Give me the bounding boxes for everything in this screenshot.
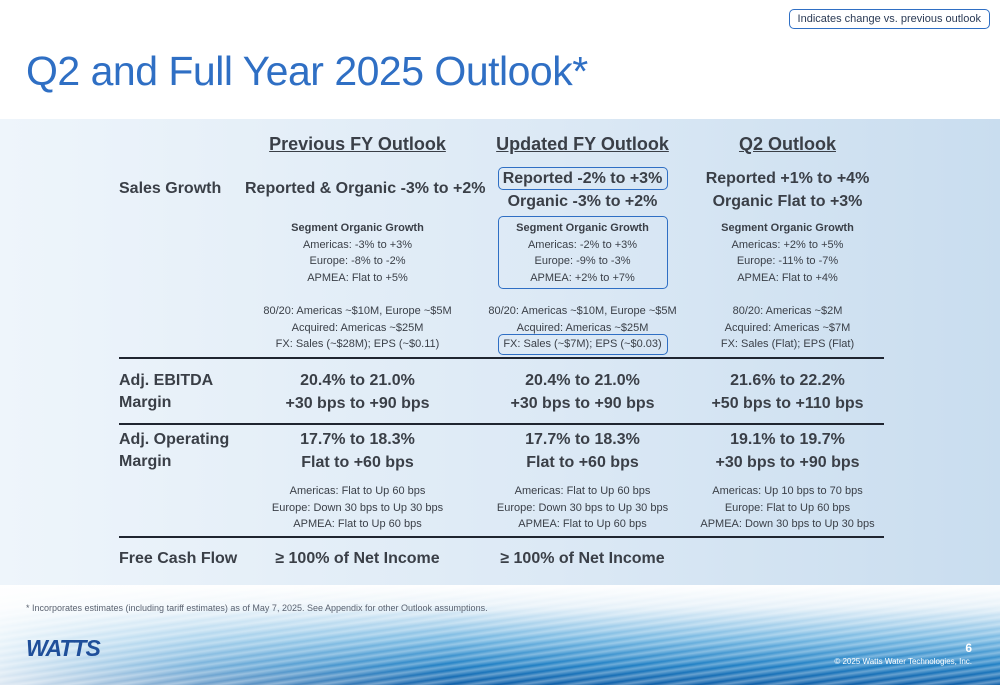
opdetail-previous: Americas: Flat to Up 60 bps Europe: Down… <box>245 483 470 533</box>
operating-range: 19.1% to 19.7% <box>730 431 845 448</box>
other-updated: 80/20: Americas ~$10M, Europe ~$5M Acqui… <box>470 303 695 353</box>
opdetail-line: APMEA: Flat to Up 60 bps <box>518 518 647 530</box>
segment-line: Americas: -3% to +3% <box>302 238 413 251</box>
operating-updated: 17.7% to 18.3% Flat to +60 bps <box>470 428 695 474</box>
row-divider <box>119 536 884 538</box>
operating-bps: Flat to +60 bps <box>301 454 414 471</box>
operating-range: 17.7% to 18.3% <box>300 431 415 448</box>
segment-previous: Segment Organic Growth Americas: -3% to … <box>245 220 470 286</box>
change-highlight-box <box>498 216 668 289</box>
segment-line: APMEA: +2% to +7% <box>530 271 635 284</box>
sales-previous: Reported & Organic -3% to +2% <box>245 180 486 197</box>
segment-line: Europe: -9% to -3% <box>534 255 631 267</box>
ebitda-range: 20.4% to 21.0% <box>300 372 415 389</box>
operating-bps: Flat to +60 bps <box>526 454 639 471</box>
row-divider <box>119 357 884 359</box>
segment-line: Americas: -2% to +3% <box>527 238 638 251</box>
footnote: * Incorporates estimates (including tari… <box>26 603 488 613</box>
segment-q2: Segment Organic Growth Americas: +2% to … <box>695 220 880 286</box>
other-line: 80/20: Americas ~$2M <box>732 305 843 317</box>
other-line: 80/20: Americas ~$10M, Europe ~$5M <box>263 305 452 317</box>
sales-updated-reported: Reported -2% to +3% <box>502 170 663 187</box>
segment-heading: Segment Organic Growth <box>516 222 649 234</box>
operating-bps: +30 bps to +90 bps <box>715 454 860 471</box>
header-updated-fy: Updated FY Outlook <box>496 134 669 154</box>
ebitda-range: 20.4% to 21.0% <box>525 372 640 389</box>
opdetail-line: APMEA: Down 30 bps to Up 30 bps <box>700 518 875 530</box>
other-line: FX: Sales (~$28M); EPS (~$0.11) <box>275 338 440 350</box>
sales-q2-reported: Reported +1% to +4% <box>705 170 870 187</box>
segment-heading: Segment Organic Growth <box>721 222 854 234</box>
ebitda-bps: +30 bps to +90 bps <box>510 395 655 412</box>
opdetail-line: APMEA: Flat to Up 60 bps <box>293 518 422 530</box>
header-q2: Q2 Outlook <box>738 134 836 154</box>
segment-updated: Segment Organic Growth Americas: -2% to … <box>470 220 695 286</box>
change-highlight-box <box>498 167 668 190</box>
row-label-adj-ebitda: Adj. EBITDA Margin <box>119 370 213 414</box>
row-label-line: Margin <box>119 394 172 411</box>
row-divider <box>119 423 884 425</box>
header-previous-fy: Previous FY Outlook <box>269 134 446 154</box>
other-line: FX: Sales (~$7M); EPS (~$0.03) <box>503 338 662 350</box>
opdetail-line: Europe: Down 30 bps to Up 30 bps <box>271 501 444 514</box>
change-legend: Indicates change vs. previous outlook <box>788 9 990 29</box>
change-highlight-box <box>498 334 668 355</box>
other-q2: 80/20: Americas ~$2M Acquired: Americas … <box>695 303 880 353</box>
other-line: 80/20: Americas ~$10M, Europe ~$5M <box>488 305 677 317</box>
opdetail-line: Americas: Flat to Up 60 bps <box>514 485 651 497</box>
row-label-line: Adj. Operating <box>119 431 230 448</box>
ebitda-updated: 20.4% to 21.0% +30 bps to +90 bps <box>470 369 695 415</box>
segment-line: Americas: +2% to +5% <box>731 238 844 251</box>
outlook-panel <box>0 119 1000 592</box>
ebitda-range: 21.6% to 22.2% <box>730 372 845 389</box>
segment-heading: Segment Organic Growth <box>291 222 424 234</box>
page-title: Q2 and Full Year 2025 Outlook* <box>26 48 588 94</box>
sales-q2-organic: Organic Flat to +3% <box>712 193 863 210</box>
row-label-sales-growth: Sales Growth <box>119 180 222 197</box>
watts-logo: WATTS <box>26 636 102 660</box>
opdetail-line: Americas: Flat to Up 60 bps <box>289 485 426 497</box>
operating-q2: 19.1% to 19.7% +30 bps to +90 bps <box>695 428 880 474</box>
operating-range: 17.7% to 18.3% <box>525 431 640 448</box>
opdetail-updated: Americas: Flat to Up 60 bps Europe: Down… <box>470 483 695 533</box>
water-background-fade <box>0 585 1000 685</box>
ebitda-bps: +30 bps to +90 bps <box>285 395 430 412</box>
other-line: Acquired: Americas ~$7M <box>724 321 851 334</box>
row-label-line: Margin <box>119 453 172 470</box>
segment-line: Europe: -8% to -2% <box>309 255 406 267</box>
watts-logo-text: WATTS <box>26 636 101 660</box>
opdetail-q2: Americas: Up 10 bps to 70 bps Europe: Fl… <box>695 483 880 533</box>
row-label-adj-operating: Adj. Operating Margin <box>119 429 229 473</box>
fcf-updated: ≥ 100% of Net Income <box>500 550 665 567</box>
operating-previous: 17.7% to 18.3% Flat to +60 bps <box>245 428 470 474</box>
opdetail-line: Europe: Down 30 bps to Up 30 bps <box>496 501 669 514</box>
copyright: © 2025 Watts Water Technologies, Inc. <box>834 657 972 666</box>
ebitda-bps: +50 bps to +110 bps <box>711 395 864 412</box>
other-previous: 80/20: Americas ~$10M, Europe ~$5M Acqui… <box>245 303 470 353</box>
opdetail-line: Americas: Up 10 bps to 70 bps <box>712 485 863 497</box>
other-line: Acquired: Americas ~$25M <box>516 321 649 334</box>
fcf-previous: ≥ 100% of Net Income <box>275 550 440 567</box>
ebitda-previous: 20.4% to 21.0% +30 bps to +90 bps <box>245 369 470 415</box>
page-number: 6 <box>965 641 972 655</box>
other-line: FX: Sales (Flat); EPS (Flat) <box>720 338 855 350</box>
segment-line: Europe: -11% to -7% <box>736 255 839 267</box>
ebitda-q2: 21.6% to 22.2% +50 bps to +110 bps <box>695 369 880 415</box>
sales-updated-organic: Organic -3% to +2% <box>507 193 658 210</box>
row-label-free-cash-flow: Free Cash Flow <box>119 550 238 567</box>
row-label-line: Adj. EBITDA <box>119 372 214 389</box>
segment-line: APMEA: Flat to +5% <box>307 271 408 284</box>
opdetail-line: Europe: Flat to Up 60 bps <box>724 501 851 514</box>
segment-line: APMEA: Flat to +4% <box>737 271 838 284</box>
other-line: Acquired: Americas ~$25M <box>291 321 424 334</box>
